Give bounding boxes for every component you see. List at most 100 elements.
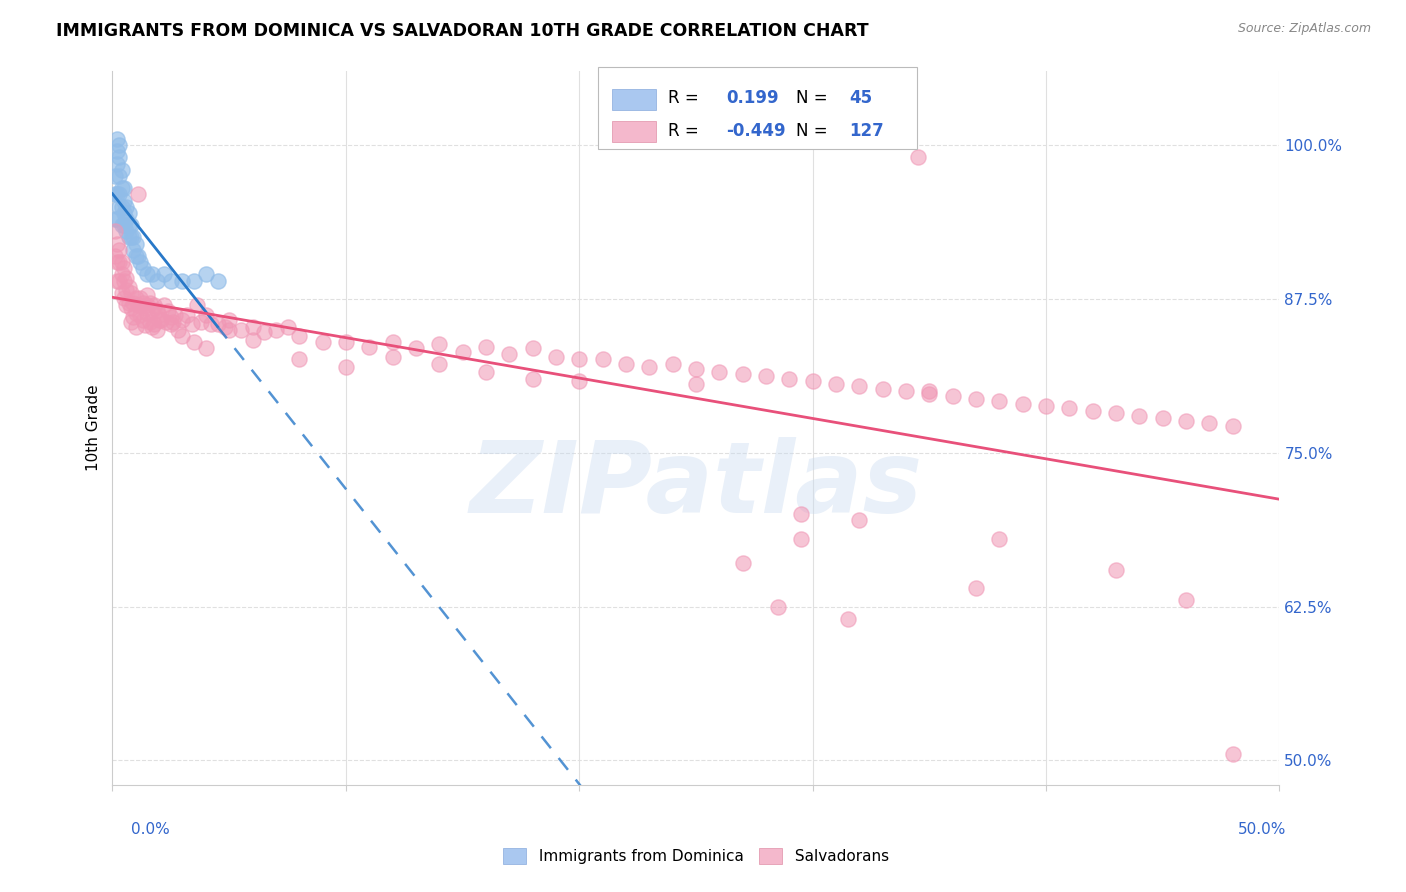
Point	[108, 255, 131, 269]
Point	[111, 268, 134, 282]
Point	[104, 224, 127, 238]
Text: -0.449: -0.449	[727, 122, 786, 140]
Text: N =: N =	[796, 122, 828, 140]
Point	[837, 612, 859, 626]
Point	[264, 323, 287, 337]
Point	[132, 261, 155, 276]
Point	[111, 162, 134, 177]
Text: R =: R =	[668, 89, 699, 107]
Point	[111, 181, 134, 195]
Point	[153, 298, 176, 312]
Point	[965, 392, 987, 406]
Point	[155, 315, 177, 329]
Point	[143, 298, 166, 312]
Point	[1198, 416, 1220, 430]
Point	[134, 301, 156, 315]
Point	[1175, 414, 1198, 428]
Point	[111, 255, 134, 269]
Point	[194, 268, 217, 282]
Point	[498, 347, 520, 361]
Point	[942, 389, 965, 403]
Point	[335, 334, 357, 349]
Point	[146, 273, 169, 287]
Point	[120, 301, 142, 315]
Point	[568, 352, 591, 367]
Point	[105, 273, 128, 287]
Text: 45: 45	[849, 89, 872, 107]
Point	[451, 344, 474, 359]
Point	[427, 357, 450, 371]
Point	[381, 334, 404, 349]
Point	[104, 187, 127, 202]
Point	[112, 181, 135, 195]
Point	[731, 367, 754, 381]
Point	[207, 273, 229, 287]
Point	[136, 298, 159, 312]
Point	[115, 271, 138, 285]
Point	[115, 212, 138, 227]
Text: Source: ZipAtlas.com: Source: ZipAtlas.com	[1237, 22, 1371, 36]
Point	[139, 295, 162, 310]
Point	[172, 329, 194, 343]
Point	[207, 317, 229, 331]
Point	[194, 341, 217, 355]
Point	[127, 249, 149, 263]
Point	[111, 200, 134, 214]
Point	[190, 315, 212, 329]
Bar	[598, 67, 918, 149]
Point	[112, 261, 135, 276]
Point	[112, 194, 135, 208]
Point	[143, 317, 166, 331]
Point	[105, 145, 128, 159]
Point	[104, 169, 127, 183]
Point	[918, 386, 941, 401]
Point	[638, 359, 661, 374]
Point	[136, 288, 159, 302]
Bar	[612, 120, 657, 142]
Point	[134, 318, 156, 332]
Point	[778, 372, 800, 386]
Point	[146, 303, 169, 318]
Point	[1222, 747, 1244, 762]
Point	[153, 268, 176, 282]
Point	[108, 273, 131, 287]
Point	[381, 350, 404, 364]
Point	[118, 279, 141, 293]
Point	[122, 310, 145, 325]
Point	[1035, 399, 1057, 413]
Point	[288, 352, 311, 367]
Point	[118, 218, 141, 232]
Text: R =: R =	[668, 122, 699, 140]
Point	[120, 315, 142, 329]
Point	[568, 375, 591, 389]
Point	[276, 320, 298, 334]
Point	[172, 313, 194, 327]
Point	[129, 255, 152, 269]
Point	[112, 218, 135, 232]
Point	[544, 350, 567, 364]
Point	[848, 379, 870, 393]
Point	[988, 532, 1011, 546]
Point	[183, 273, 205, 287]
Point	[125, 236, 148, 251]
Point	[1081, 404, 1104, 418]
Point	[108, 151, 131, 165]
Point	[180, 317, 202, 331]
Point	[592, 352, 614, 367]
Point	[104, 212, 127, 227]
Point	[1152, 411, 1174, 425]
Text: 127: 127	[849, 122, 883, 140]
Point	[918, 384, 941, 399]
Point	[685, 376, 707, 391]
Point	[112, 273, 135, 287]
Point	[139, 315, 162, 329]
Point	[141, 320, 163, 334]
Point	[136, 305, 159, 319]
Point	[115, 200, 138, 214]
Point	[108, 200, 131, 214]
Point	[105, 187, 128, 202]
Point	[311, 334, 333, 349]
Point	[160, 273, 183, 287]
Point	[731, 557, 754, 571]
Point	[288, 329, 311, 343]
